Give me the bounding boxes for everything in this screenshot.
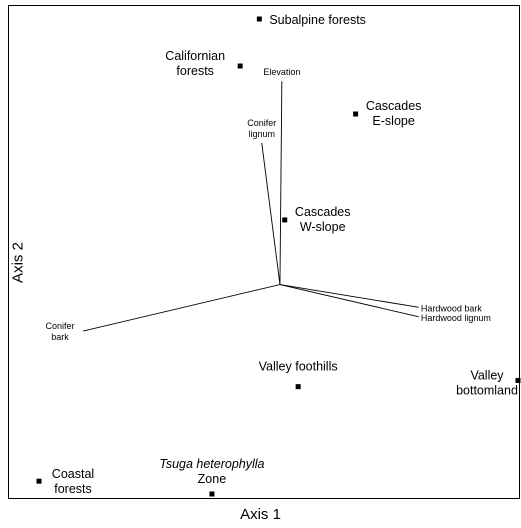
point-valley-bottomland <box>515 377 521 383</box>
point-cascades-w-slope <box>282 217 288 223</box>
x-axis-label: Axis 1 <box>240 506 281 523</box>
vector-label-elevation: Elevation <box>263 67 300 77</box>
point-label-coastal-forests: Coastal forests <box>52 467 94 496</box>
point-subalpine-forests <box>256 16 262 22</box>
point-label-cascades-e-slope: Cascades E-slope <box>366 99 422 128</box>
vector-label-conifer-bark: Conifer bark <box>46 321 75 342</box>
vector-label-conifer-lignum: Conifer lignum <box>247 118 276 139</box>
vector-hardwood-bark <box>279 284 419 308</box>
vector-elevation <box>279 81 283 285</box>
vector-conifer-lignum <box>261 142 281 285</box>
point-label-cascades-w-slope: Cascades W-slope <box>295 205 351 234</box>
point-label-californian-forests: Californian forests <box>165 49 225 78</box>
point-layer: Subalpine forests Californian forests Casca… <box>36 13 521 497</box>
vector-hardwood-lignum <box>279 284 419 318</box>
point-label-valley-bottomland: Valley bottomland <box>456 368 518 397</box>
point-tsuga-heterophylla-zone <box>209 491 215 497</box>
point-label-tsuga-heterophylla-zone: Tsuga heterophylla Zone <box>159 457 264 486</box>
point-coastal-forests <box>36 478 42 484</box>
point-californian-forests <box>237 63 243 69</box>
point-label-valley-foothills: Valley foothills <box>259 360 338 374</box>
point-valley-foothills <box>295 384 301 390</box>
vector-label-hardwood-lignum: Hardwood lignum <box>421 313 491 323</box>
vector-conifer-bark <box>82 284 281 332</box>
vector-layer: Elevation Conifer lignum Hardwood barkHardw… <box>46 67 491 342</box>
point-cascades-e-slope <box>353 111 359 117</box>
plot-frame <box>8 5 520 499</box>
y-axis-label: Axis 2 <box>9 242 27 283</box>
point-label-subalpine-forests: Subalpine forests <box>269 13 366 27</box>
vector-label-hardwood-bark: Hardwood bark <box>421 303 483 313</box>
